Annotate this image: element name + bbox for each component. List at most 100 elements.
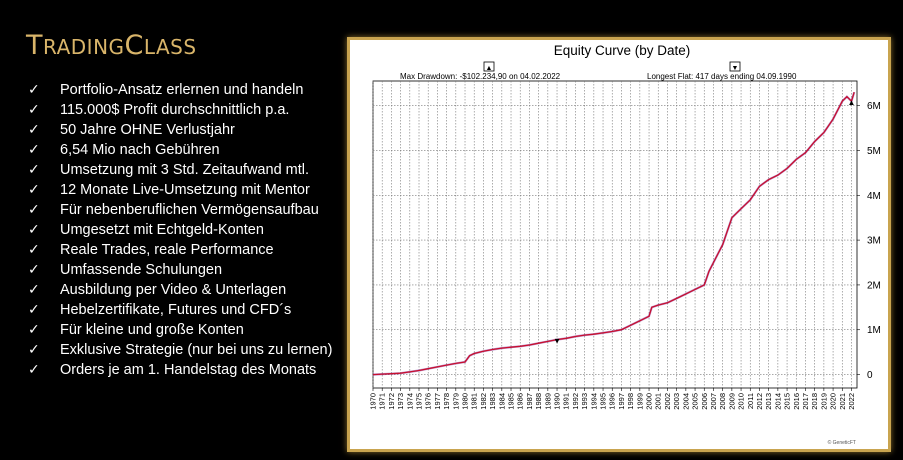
x-tick-label: 1996 bbox=[608, 393, 617, 410]
x-tick-label: 1988 bbox=[534, 393, 543, 410]
checkmark-icon: ✓ bbox=[28, 182, 40, 198]
checkmark-icon: ✓ bbox=[28, 122, 40, 138]
x-tick-label: 2022 bbox=[847, 393, 856, 410]
y-tick-label: 6M bbox=[867, 101, 881, 112]
x-tick-label: 1978 bbox=[442, 393, 451, 410]
x-tick-label: 2002 bbox=[663, 393, 672, 410]
flat-marker-on-curve: ▼ bbox=[553, 337, 561, 346]
checkmark-icon: ✓ bbox=[28, 282, 40, 298]
x-tick-label: 1995 bbox=[599, 393, 608, 410]
y-tick-label: 4M bbox=[867, 191, 881, 202]
x-tick-label: 1971 bbox=[378, 393, 387, 410]
max-drawdown-label: Max Drawdown: -$102.234,90 on 04.02.2022 bbox=[400, 72, 561, 81]
x-tick-label: 2007 bbox=[709, 393, 718, 410]
checkmark-icon: ✓ bbox=[28, 202, 40, 218]
x-tick-label: 1970 bbox=[369, 393, 378, 410]
checkmark-icon: ✓ bbox=[28, 82, 40, 98]
x-tick-label: 2021 bbox=[838, 393, 847, 410]
drawdown-marker: ▲ bbox=[486, 65, 493, 72]
feature-item: ✓ 115.000$ Profit durchschnittlich p.a. bbox=[28, 100, 332, 120]
feature-text: 115.000$ Profit durchschnittlich p.a. bbox=[60, 102, 290, 118]
feature-item: ✓ Reale Trades, reale Performance bbox=[28, 240, 332, 260]
feature-item: ✓ 6,54 Mio nach Gebühren bbox=[28, 140, 332, 160]
checkmark-icon: ✓ bbox=[28, 162, 40, 178]
x-tick-label: 1999 bbox=[635, 393, 644, 410]
x-tick-label: 1994 bbox=[589, 393, 598, 410]
x-tick-label: 1974 bbox=[405, 393, 414, 410]
y-tick-label: 0 bbox=[867, 370, 873, 381]
feature-text: Umfassende Schulungen bbox=[60, 262, 223, 278]
longest-flat-label: Longest Flat: 417 days ending 04.09.1990 bbox=[647, 72, 797, 81]
x-tick-label: 1983 bbox=[488, 393, 497, 410]
x-tick-label: 1986 bbox=[516, 393, 525, 410]
checkmark-icon: ✓ bbox=[28, 242, 40, 258]
y-tick-label: 2M bbox=[867, 280, 881, 291]
x-tick-label: 1982 bbox=[479, 393, 488, 410]
x-tick-label: 2017 bbox=[801, 393, 810, 410]
feature-text: Umsetzung mit 3 Std. Zeitaufwand mtl. bbox=[60, 162, 310, 178]
x-tick-label: 2008 bbox=[718, 393, 727, 410]
x-tick-label: 2016 bbox=[792, 393, 801, 410]
feature-text: Umgesetzt mit Echtgeld-Konten bbox=[60, 222, 264, 238]
checkmark-icon: ✓ bbox=[28, 262, 40, 278]
marker-box-left bbox=[483, 61, 495, 72]
x-tick-label: 1980 bbox=[461, 393, 470, 410]
x-tick-label: 2003 bbox=[672, 393, 681, 410]
x-tick-label: 1981 bbox=[470, 393, 479, 410]
feature-text: Ausbildung per Video & Unterlagen bbox=[60, 282, 287, 298]
x-tick-label: 1991 bbox=[562, 393, 571, 410]
x-tick-label: 2004 bbox=[681, 393, 690, 410]
feature-text: 6,54 Mio nach Gebühren bbox=[60, 142, 220, 158]
x-tick-label: 1977 bbox=[433, 393, 442, 410]
x-tick-label: 2001 bbox=[654, 393, 663, 410]
feature-text: Portfolio-Ansatz erlernen und handeln bbox=[60, 82, 304, 98]
equity-line bbox=[372, 92, 855, 376]
drawdown-marker-on-curve: ▲ bbox=[848, 98, 856, 107]
chart-watermark: © GeneticFT bbox=[828, 439, 856, 446]
feature-text: 50 Jahre OHNE Verlustjahr bbox=[60, 122, 235, 138]
feature-item: ✓ Umsetzung mit 3 Std. Zeitaufwand mtl. bbox=[28, 160, 332, 180]
x-tick-label: 2000 bbox=[645, 393, 654, 410]
chart-title: Equity Curve (by Date) bbox=[554, 43, 691, 58]
x-tick-label: 1985 bbox=[507, 393, 516, 410]
feature-text: Für kleine und große Konten bbox=[60, 322, 244, 338]
x-tick-label: 1992 bbox=[571, 393, 580, 410]
x-tick-label: 2019 bbox=[819, 393, 828, 410]
feature-list: ✓ Portfolio-Ansatz erlernen und handeln ✓ 1… bbox=[28, 80, 332, 380]
x-tick-label: 2020 bbox=[829, 393, 838, 410]
feature-text: Orders je am 1. Handelstag des Monats bbox=[60, 362, 317, 378]
x-tick-label: 1998 bbox=[626, 393, 635, 410]
marker-box-right bbox=[729, 61, 741, 72]
flat-marker: ▼ bbox=[732, 65, 739, 72]
equity-chart-frame: Equity Curve (by Date) ▲ ▼ Max Drawdown:… bbox=[347, 37, 891, 452]
feature-item: ✓ Exklusive Strategie (nur bei uns zu ler… bbox=[28, 340, 332, 360]
x-tick-label: 2011 bbox=[746, 393, 755, 409]
x-tick-label: 1987 bbox=[525, 393, 534, 410]
feature-item: ✓ Portfolio-Ansatz erlernen und handeln bbox=[28, 80, 332, 100]
brand-title: TRADINGCLASS bbox=[26, 30, 197, 61]
feature-text: Reale Trades, reale Performance bbox=[60, 242, 274, 258]
checkmark-icon: ✓ bbox=[28, 322, 40, 338]
x-tick-label: 1975 bbox=[415, 393, 424, 410]
y-tick-label: 5M bbox=[867, 146, 881, 157]
feature-text: Hebelzertifikate, Futures und CFD´s bbox=[60, 302, 292, 318]
feature-item: ✓ Orders je am 1. Handelstag des Monats bbox=[28, 360, 332, 380]
x-tick-label: 1997 bbox=[617, 393, 626, 410]
feature-text: Exklusive Strategie (nur bei uns zu lern… bbox=[60, 342, 333, 358]
x-tick-label: 1993 bbox=[580, 393, 589, 410]
feature-item: ✓ 12 Monate Live-Umsetzung mit Mentor bbox=[28, 180, 332, 200]
y-tick-label: 3M bbox=[867, 236, 881, 247]
feature-text: Für nebenberuflichen Vermögensaufbau bbox=[60, 202, 319, 218]
x-tick-label: 2013 bbox=[764, 393, 773, 410]
x-tick-label: 2005 bbox=[691, 393, 700, 410]
y-tick-label: 1M bbox=[867, 325, 881, 336]
plot-area bbox=[372, 80, 858, 389]
checkmark-icon: ✓ bbox=[28, 302, 40, 318]
feature-item: ✓ Ausbildung per Video & Unterlagen bbox=[28, 280, 332, 300]
x-tick-label: 1990 bbox=[553, 393, 562, 410]
x-tick-label: 1979 bbox=[451, 393, 460, 410]
x-tick-label: 2014 bbox=[773, 393, 782, 410]
feature-item: ✓ Umgesetzt mit Echtgeld-Konten bbox=[28, 220, 332, 240]
checkmark-icon: ✓ bbox=[28, 102, 40, 118]
checkmark-icon: ✓ bbox=[28, 342, 40, 358]
